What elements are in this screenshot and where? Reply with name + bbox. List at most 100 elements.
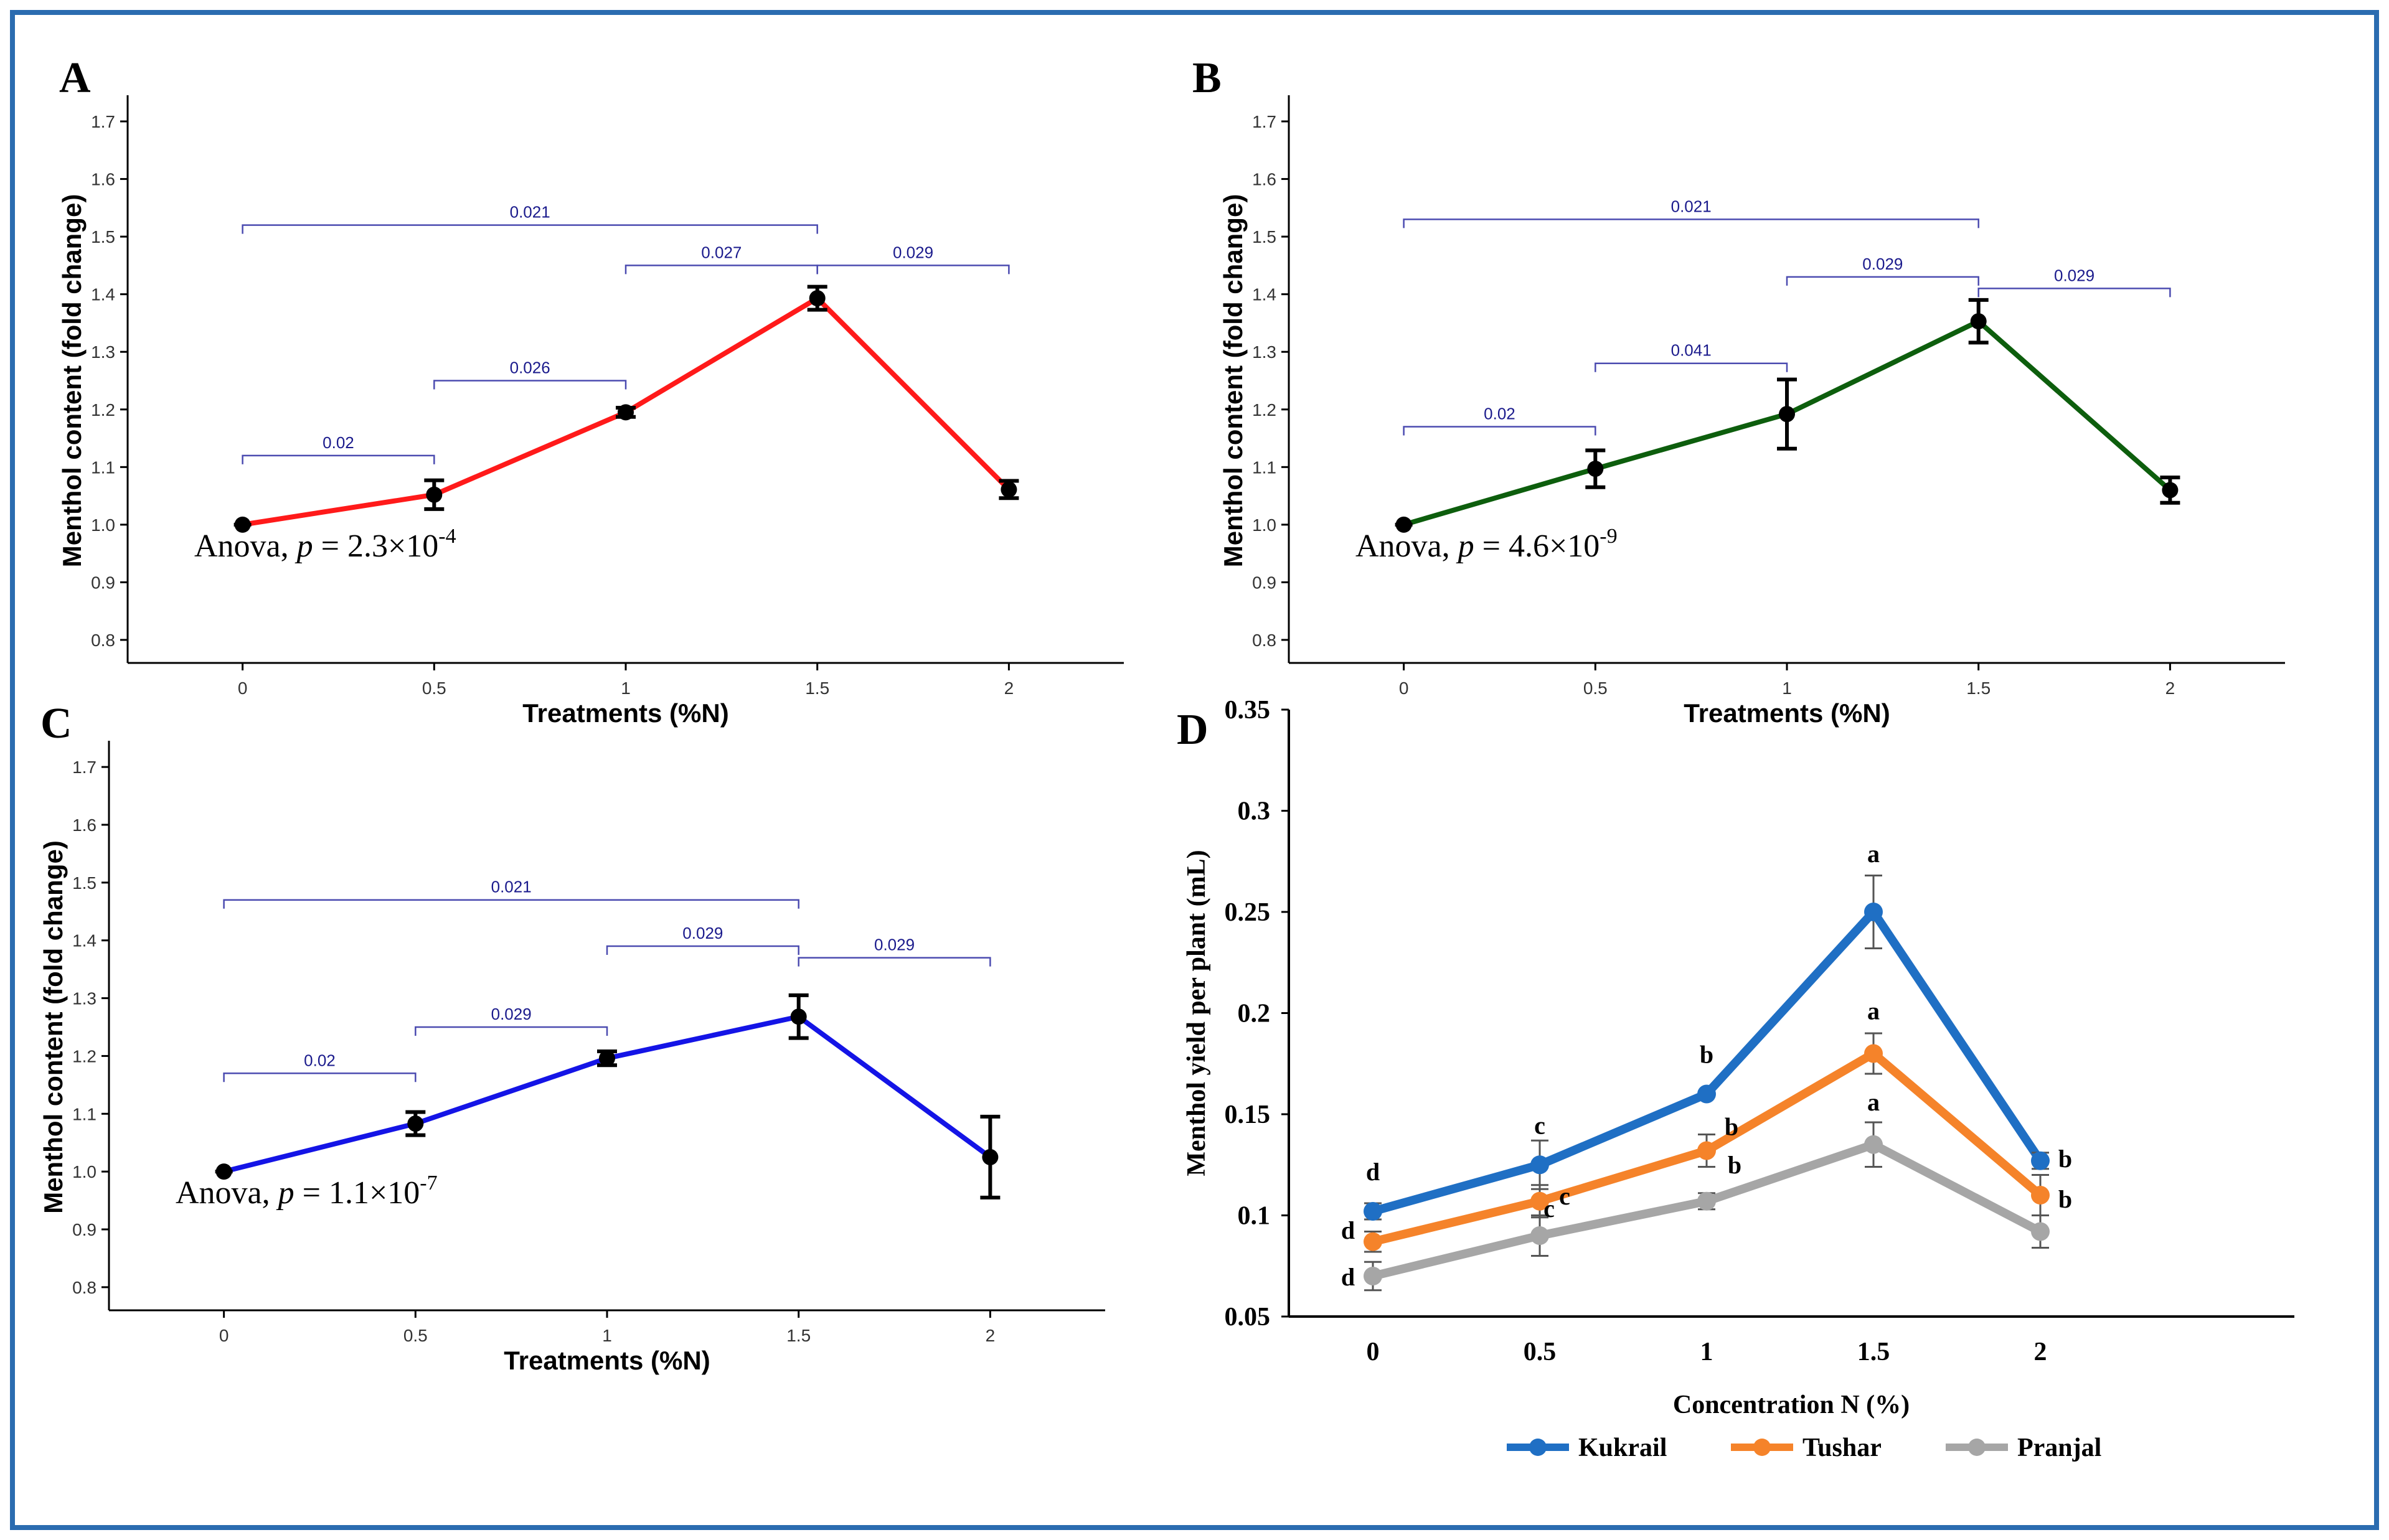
data-point bbox=[2162, 482, 2179, 499]
data-point bbox=[1001, 481, 1017, 498]
comparison-bracket bbox=[1595, 362, 1788, 372]
comparison-p-value: 0.029 bbox=[2054, 266, 2094, 284]
x-tick-label: 0.5 bbox=[1524, 1338, 1557, 1366]
comparison-bracket bbox=[798, 957, 991, 967]
x-tick-label: 1 bbox=[1700, 1338, 1713, 1366]
data-point bbox=[426, 486, 443, 503]
data-point bbox=[599, 1050, 615, 1067]
data-point-kukrail bbox=[1530, 1155, 1549, 1175]
x-tick-label: 0.5 bbox=[1583, 678, 1608, 698]
x-tick-label: 1.5 bbox=[805, 678, 829, 698]
y-axis-title: Menthol content (fold change) bbox=[1218, 194, 1248, 568]
comparison-bracket bbox=[242, 224, 818, 234]
y-tick-label: 0.35 bbox=[1225, 696, 1271, 725]
comparison-bracket bbox=[223, 1073, 417, 1082]
comparison-p-value: 0.02 bbox=[304, 1051, 336, 1069]
x-tick-label: 1.5 bbox=[786, 1326, 811, 1345]
y-tick-label: 1.5 bbox=[1252, 227, 1276, 246]
comparison-p-value: 0.029 bbox=[1862, 255, 1903, 273]
x-tick-label: 0.5 bbox=[403, 1326, 428, 1345]
data-point-tushar bbox=[1364, 1232, 1382, 1251]
data-point bbox=[1395, 516, 1412, 533]
data-point-pranjal bbox=[2031, 1222, 2050, 1241]
data-point bbox=[1779, 406, 1795, 423]
legend-label-kukrail: Kukrail bbox=[1578, 1434, 1667, 1462]
comparison-bracket bbox=[223, 899, 799, 909]
data-point bbox=[618, 404, 634, 421]
y-axis-title: Menthol yield per plant (mL) bbox=[1182, 850, 1211, 1176]
anova-value: = 4.6×10 bbox=[1474, 528, 1600, 564]
significance-letter: d bbox=[1341, 1216, 1355, 1244]
comparison-p-value: 0.021 bbox=[1671, 197, 1712, 215]
anova-prefix: Anova, bbox=[176, 1175, 278, 1211]
comparison-p-value: 0.029 bbox=[874, 936, 915, 954]
y-tick-label: 1.3 bbox=[91, 342, 115, 362]
panel-label: D bbox=[1177, 706, 1209, 754]
y-tick-label: 0.9 bbox=[1252, 573, 1276, 592]
significance-letter: a bbox=[1867, 997, 1880, 1025]
y-tick-label: 0.9 bbox=[91, 573, 115, 592]
y-axis-title: Menthol content (fold change) bbox=[57, 194, 87, 568]
significance-letter: b bbox=[1725, 1113, 1738, 1141]
y-tick-label: 1.6 bbox=[1252, 170, 1276, 189]
anova-prefix: Anova, bbox=[194, 528, 297, 564]
comparison-p-value: 0.029 bbox=[893, 243, 933, 261]
data-point-pranjal bbox=[1530, 1226, 1549, 1245]
comparison-p-value: 0.029 bbox=[682, 924, 723, 942]
panel-label: B bbox=[1192, 54, 1222, 102]
panel-label: A bbox=[59, 54, 91, 102]
data-point-kukrail bbox=[1364, 1202, 1382, 1221]
significance-letter: c bbox=[1534, 1111, 1545, 1139]
significance-letter: a bbox=[1867, 1088, 1880, 1116]
data-point bbox=[1587, 461, 1604, 477]
x-tick-label: 0 bbox=[238, 678, 248, 698]
significance-letter: c bbox=[1559, 1182, 1570, 1210]
y-tick-label: 1.1 bbox=[91, 458, 115, 477]
comparison-p-value: 0.021 bbox=[491, 878, 532, 896]
x-tick-label: 0 bbox=[219, 1326, 229, 1345]
y-tick-label: 1.4 bbox=[91, 285, 115, 304]
data-point bbox=[1970, 313, 1987, 330]
comparison-bracket bbox=[242, 454, 435, 464]
y-tick-label: 1.2 bbox=[72, 1046, 97, 1066]
anova-annotation: Anova, p = 2.3×10-4 bbox=[194, 525, 456, 564]
significance-letter: b bbox=[1728, 1151, 1741, 1179]
anova-value: = 1.1×10 bbox=[295, 1175, 420, 1211]
legend-swatch-marker bbox=[1968, 1439, 1986, 1456]
data-point-pranjal bbox=[1364, 1267, 1382, 1285]
y-tick-label: 0.15 bbox=[1225, 1101, 1271, 1129]
y-tick-label: 1.0 bbox=[72, 1162, 97, 1181]
panel-b: B 0.8 0.9 1.0 1.1 1.2 1.3 1.4 1.5 1.6 1.7 0 0.5 1 1.5 2… bbox=[1192, 54, 2285, 728]
y-tick-label: 1.5 bbox=[72, 873, 97, 893]
data-point bbox=[790, 1008, 807, 1025]
anova-p-symbol: p bbox=[295, 528, 313, 564]
comparison-p-value: 0.021 bbox=[510, 203, 550, 222]
panel-a: A 0.8 0.9 1.0 1.1 1.2 1.3 1.4 1.5 1.6 1.7 0 0.5 1 1.5 2… bbox=[57, 54, 1124, 728]
anova-exponent: -9 bbox=[1600, 525, 1617, 548]
panel-d: D 0.05 0.1 0.15 0.2 0.25 0.3 0.35 0 0.5 1 1.5 2 Conce… bbox=[1177, 696, 2294, 1462]
data-point-tushar bbox=[2031, 1186, 2050, 1204]
comparison-p-value: 0.02 bbox=[323, 433, 354, 452]
x-tick-label: 1.5 bbox=[1857, 1338, 1890, 1366]
x-axis-title: Treatments (%N) bbox=[1684, 698, 1890, 728]
x-tick-label: 0 bbox=[1399, 678, 1409, 698]
anova-prefix: Anova, bbox=[1355, 528, 1458, 564]
x-tick-label: 2 bbox=[2034, 1338, 2047, 1366]
y-tick-label: 1.3 bbox=[1252, 342, 1276, 362]
legend-label-pranjal: Pranjal bbox=[2017, 1434, 2101, 1462]
significance-letter: b bbox=[2058, 1145, 2072, 1173]
comparison-bracket bbox=[1403, 426, 1596, 436]
panel-label: C bbox=[40, 700, 72, 748]
x-tick-label: 2 bbox=[986, 1326, 996, 1345]
x-tick-label: 0.5 bbox=[422, 678, 446, 698]
y-tick-label: 0.3 bbox=[1238, 797, 1271, 826]
significance-letter: b bbox=[1700, 1041, 1713, 1069]
comparison-bracket bbox=[1403, 218, 1979, 228]
x-axis-title: Treatments (%N) bbox=[504, 1346, 710, 1375]
significance-letter: c bbox=[1543, 1195, 1555, 1223]
series-line bbox=[223, 1013, 992, 1175]
comparison-bracket bbox=[415, 1026, 608, 1036]
y-tick-label: 1.0 bbox=[91, 515, 115, 535]
x-tick-label: 0 bbox=[1367, 1338, 1380, 1366]
data-point bbox=[407, 1115, 424, 1132]
